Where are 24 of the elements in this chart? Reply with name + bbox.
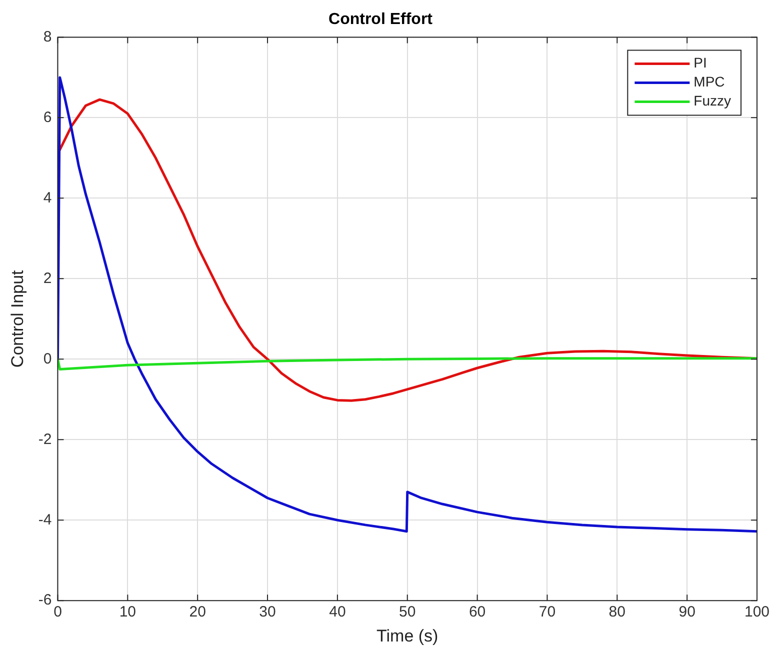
y-tick-label: 8 xyxy=(43,28,52,46)
y-tick-label: 2 xyxy=(43,270,52,287)
x-tick-label: 80 xyxy=(608,604,626,621)
x-tick-label: 100 xyxy=(744,604,770,621)
chart-title: Control Effort xyxy=(328,11,434,28)
y-tick-label: 4 xyxy=(43,189,52,206)
y-axis-title: Control Input xyxy=(8,270,27,368)
legend-label: Fuzzy xyxy=(694,92,732,109)
x-tick-label: 60 xyxy=(468,604,486,621)
y-tick-label: -4 xyxy=(38,511,52,528)
x-tick-label: 50 xyxy=(399,604,416,621)
x-axis-title: Time (s) xyxy=(376,626,438,646)
y-tick-label: -6 xyxy=(38,592,52,609)
x-tick-label: 30 xyxy=(259,604,276,621)
x-tick-label: 10 xyxy=(119,604,136,621)
x-tick-label: 40 xyxy=(329,604,346,621)
x-tick-label: 90 xyxy=(678,604,696,621)
legend-label: MPC xyxy=(694,74,725,90)
x-tick-label: 20 xyxy=(189,604,206,621)
y-tick-label: 0 xyxy=(43,350,52,368)
y-tick-label: 6 xyxy=(43,108,52,126)
legend-label: PI xyxy=(694,54,707,71)
x-tick-label: 70 xyxy=(538,604,556,621)
y-tick-label: -2 xyxy=(38,430,52,448)
